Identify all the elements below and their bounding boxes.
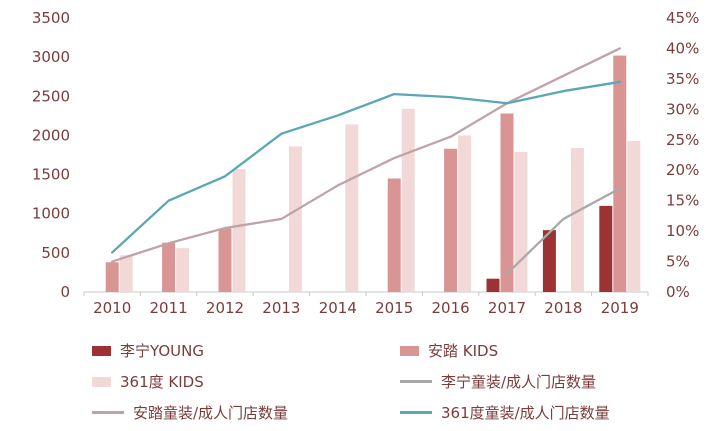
- right-axis-tick-label: 0%: [666, 283, 690, 301]
- bar-361度 KIDS: [458, 135, 472, 292]
- bar-361度 KIDS: [570, 147, 584, 292]
- bar-361度 KIDS: [345, 124, 359, 293]
- bar-安踏 KIDS: [162, 242, 176, 292]
- right-axis-tick-label: 15%: [666, 192, 699, 210]
- combo-chart: 0 500 1000 1500 2000 2500 3000 3500 0% 5% 10% 15% 20…: [32, 9, 700, 317]
- right-axis-tick-label: 5%: [666, 253, 690, 271]
- left-axis-tick-label: 500: [41, 244, 70, 262]
- right-axis-tick-label: 20%: [666, 161, 699, 179]
- bar-安踏 KIDS: [387, 178, 401, 292]
- bar-361度 KIDS: [176, 248, 190, 292]
- bar-361度 KIDS: [627, 140, 641, 292]
- chart-legend: 李宁YOUNG 安踏 KIDS 361度 KIDS 李宁童装/成人门店数量安踏童装/成…: [92, 340, 720, 423]
- legend-item: 李宁YOUNG: [92, 340, 400, 361]
- legend-item: 361度童装/成人门店数量: [400, 402, 720, 423]
- bar-361度 KIDS: [119, 255, 133, 292]
- right-axis-tick-label: 45%: [666, 9, 699, 27]
- legend-bar-marker-361度 KIDS: [92, 376, 111, 387]
- legend-label: 361度 KIDS: [120, 373, 204, 391]
- bar-361度 KIDS: [232, 169, 246, 292]
- bar-361度 KIDS: [401, 108, 415, 292]
- left-axis-tick-label: 1000: [32, 205, 70, 223]
- x-axis-category-label: 2011: [150, 299, 188, 317]
- x-axis-category-label: 2016: [432, 299, 470, 317]
- legend-label: 安踏童装/成人门店数量: [133, 404, 289, 422]
- x-axis-category-label: 2012: [206, 299, 244, 317]
- bar-安踏 KIDS: [105, 262, 119, 292]
- right-axis-tick-label: 40%: [666, 39, 699, 57]
- x-axis-category-label: 2015: [375, 299, 413, 317]
- bar-安踏 KIDS: [444, 148, 458, 292]
- bar-李宁YOUNG: [486, 278, 500, 292]
- bar-安踏 KIDS: [218, 228, 232, 292]
- line-361度童装/成人门店数量: [111, 80, 621, 254]
- right-axis-tick-label: 25%: [666, 131, 699, 149]
- bar-安踏 KIDS: [500, 113, 514, 292]
- left-axis-tick-label: 2000: [32, 126, 70, 144]
- bar-361度 KIDS: [514, 151, 528, 292]
- legend-label: 安踏 KIDS: [428, 342, 499, 360]
- legend-bar-marker-安踏 KIDS: [400, 345, 419, 356]
- right-axis-tick-label: 35%: [666, 70, 699, 88]
- legend-bar-marker-李宁YOUNG: [92, 345, 111, 356]
- bar-李宁YOUNG: [542, 230, 556, 292]
- bar-安踏 KIDS: [613, 55, 627, 292]
- left-axis-tick-label: 2500: [32, 87, 70, 105]
- left-axis-tick-label: 3000: [32, 48, 70, 66]
- x-axis-category-label: 2019: [601, 299, 639, 317]
- x-axis-category-label: 2017: [488, 299, 526, 317]
- legend-line-marker-361度童装/成人门店数量: [400, 411, 432, 414]
- legend-item: 361度 KIDS: [92, 371, 400, 392]
- right-axis-tick-label: 30%: [666, 100, 699, 118]
- line-李宁童装/成人门店数量: [505, 187, 621, 275]
- bar-李宁YOUNG: [599, 205, 613, 292]
- legend-item: 安踏童装/成人门店数量: [92, 402, 400, 423]
- legend-label: 361度童装/成人门店数量: [441, 404, 610, 422]
- bar-361度 KIDS: [288, 146, 302, 292]
- left-axis-tick-label: 0: [60, 283, 70, 301]
- left-axis-tick-label: 1500: [32, 166, 70, 184]
- legend-line-marker-李宁童装/成人门店数量: [400, 380, 432, 383]
- right-axis-tick-label: 10%: [666, 222, 699, 240]
- x-axis-category-label: 2010: [93, 299, 131, 317]
- line-安踏童装/成人门店数量: [111, 47, 621, 263]
- legend-label: 李宁童装/成人门店数量: [441, 373, 597, 391]
- x-axis-category-label: 2018: [544, 299, 582, 317]
- legend-label: 李宁YOUNG: [120, 342, 204, 360]
- legend-line-marker-安踏童装/成人门店数量: [92, 411, 124, 414]
- x-axis-category-label: 2013: [262, 299, 300, 317]
- left-axis-tick-label: 3500: [32, 9, 70, 27]
- legend-item: 安踏 KIDS: [400, 340, 720, 361]
- x-axis-category-label: 2014: [319, 299, 357, 317]
- legend-item: 李宁童装/成人门店数量: [400, 371, 720, 392]
